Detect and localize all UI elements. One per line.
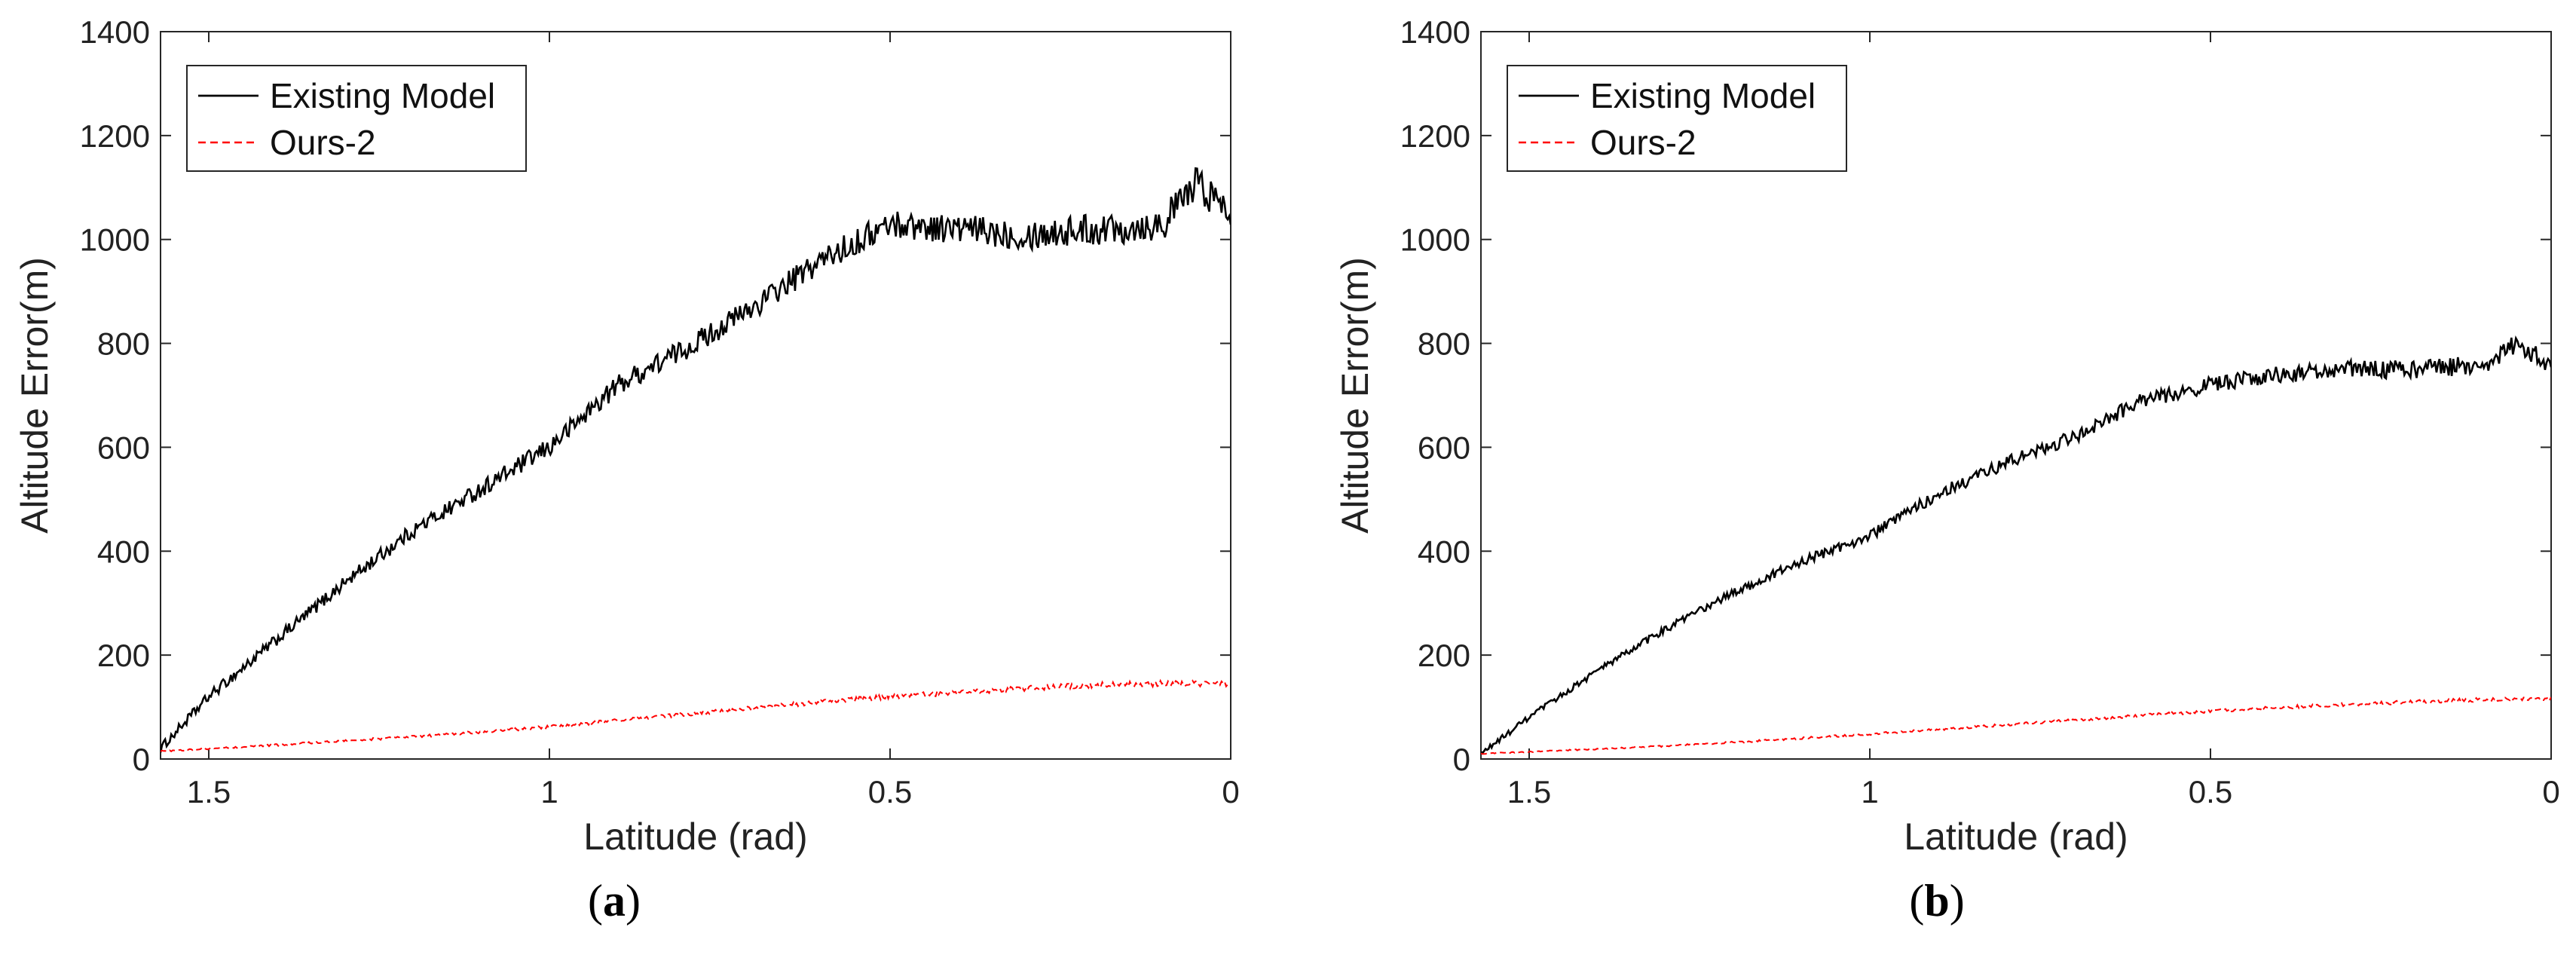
y-tick-label: 400 — [1418, 534, 1470, 569]
x-tick-label: 0 — [2542, 774, 2559, 810]
x-tick-label: 0.5 — [868, 774, 912, 810]
x-tick-label: 1 — [540, 774, 558, 810]
y-tick-label: 800 — [97, 326, 150, 362]
series-line-existing-model — [161, 167, 1231, 753]
y-tick-label: 800 — [1418, 326, 1470, 362]
y-tick-label: 400 — [97, 534, 150, 569]
y-axis-label: Altitude Error(m) — [1334, 257, 1376, 534]
series-line-ours-2 — [161, 678, 1231, 753]
x-axis-label: Latitude (rad) — [583, 816, 807, 858]
chart-panel-a: 0 200 400 600 800 1000 1200 1400 1.5 1 0.5 0 Latitud… — [14, 14, 1240, 926]
y-axis-label: Altitude Error(m) — [14, 257, 56, 534]
x-tick-label: 0.5 — [2189, 774, 2232, 810]
y-tick-label: 600 — [97, 430, 150, 465]
y-tick-label: 200 — [1418, 638, 1470, 673]
legend-box — [1507, 65, 1847, 172]
y-tick-label: 600 — [1418, 430, 1470, 465]
x-tick-label: 1 — [1861, 774, 1878, 810]
legend: Existing Model Ours-2 — [186, 65, 527, 172]
y-tick-label: 1400 — [1400, 14, 1470, 50]
y-tick-label: 1200 — [80, 118, 150, 154]
y-tick-label: 1200 — [1400, 118, 1470, 154]
legend: Existing Model Ours-2 — [1507, 65, 1847, 172]
x-tick-label: 0 — [1222, 774, 1239, 810]
legend-entry-label: Ours-2 — [1590, 123, 1696, 162]
x-tick-label: 1.5 — [1507, 774, 1551, 810]
legend-entry-label: Existing Model — [1590, 76, 1816, 115]
legend-box — [186, 65, 527, 172]
legend-entry-label: Existing Model — [270, 76, 495, 115]
chart-panel-b: 0 200 400 600 800 1000 1200 1400 1.5 1 0.5 0 Latitud… — [1334, 14, 2560, 926]
panel-label: (a) — [588, 876, 641, 926]
y-tick-label: 200 — [97, 638, 150, 673]
series-line-ours-2 — [1481, 696, 2551, 755]
y-tick-label: 0 — [1453, 742, 1470, 777]
panel-label: (b) — [1909, 876, 1964, 926]
x-axis-label: Latitude (rad) — [1904, 816, 2128, 858]
y-tick-label: 1000 — [1400, 222, 1470, 258]
y-tick-label: 1400 — [80, 14, 150, 50]
x-tick-label: 1.5 — [187, 774, 231, 810]
series-line-existing-model — [1481, 335, 2551, 755]
y-tick-label: 0 — [133, 742, 150, 777]
y-tick-label: 1000 — [80, 222, 150, 258]
legend-entry-label: Ours-2 — [270, 123, 376, 162]
